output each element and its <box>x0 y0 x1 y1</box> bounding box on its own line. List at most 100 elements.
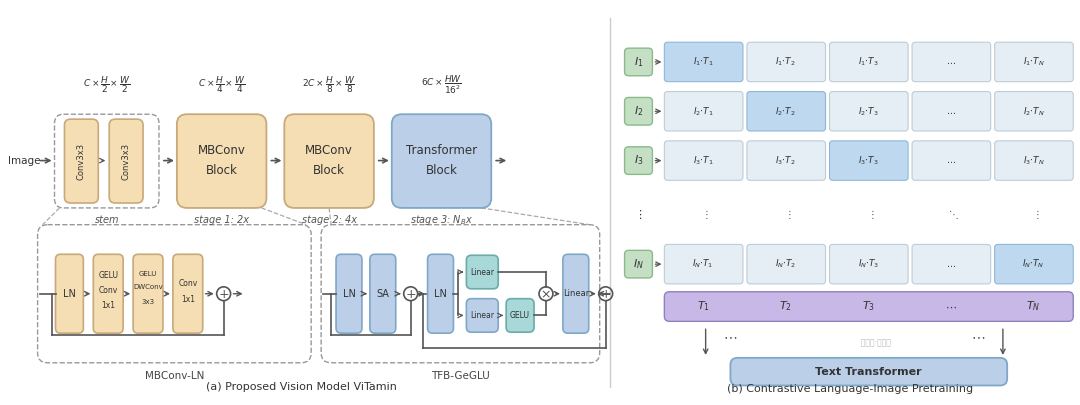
FancyBboxPatch shape <box>173 254 203 333</box>
Text: $\cdots$: $\cdots$ <box>946 260 956 269</box>
FancyBboxPatch shape <box>913 141 990 180</box>
FancyBboxPatch shape <box>829 92 908 131</box>
Text: $\cdots$: $\cdots$ <box>946 156 956 165</box>
Text: $\cdots$: $\cdots$ <box>946 58 956 66</box>
Text: LN: LN <box>434 289 447 299</box>
Text: $\ddots$: $\ddots$ <box>947 208 958 221</box>
Text: $C\times\dfrac{H}{2}\times\dfrac{W}{2}$: $C\times\dfrac{H}{2}\times\dfrac{W}{2}$ <box>83 74 131 95</box>
Text: $I_1$: $I_1$ <box>634 55 644 69</box>
Text: GELU: GELU <box>98 271 118 281</box>
Text: stem: stem <box>94 215 119 225</box>
Text: $\cdots$: $\cdots$ <box>945 302 957 311</box>
Text: +: + <box>218 288 229 301</box>
Text: $I_3{\cdot}T_2$: $I_3{\cdot}T_2$ <box>775 154 796 167</box>
Text: $2C\times\dfrac{H}{8}\times\dfrac{W}{8}$: $2C\times\dfrac{H}{8}\times\dfrac{W}{8}$ <box>302 74 355 95</box>
Text: $T_N$: $T_N$ <box>1026 300 1041 313</box>
Text: $I_3{\cdot}T_1$: $I_3{\cdot}T_1$ <box>692 154 714 167</box>
FancyBboxPatch shape <box>664 292 1074 321</box>
FancyBboxPatch shape <box>747 244 825 284</box>
Text: LN: LN <box>63 289 76 299</box>
Text: $I_2{\cdot}T_3$: $I_2{\cdot}T_3$ <box>858 105 879 117</box>
Text: $\vdots$: $\vdots$ <box>634 208 643 221</box>
Text: $I_1{\cdot}T_1$: $I_1{\cdot}T_1$ <box>692 56 714 68</box>
Text: ×: × <box>541 288 551 301</box>
FancyBboxPatch shape <box>747 42 825 82</box>
Text: $I_N$: $I_N$ <box>633 257 644 271</box>
FancyBboxPatch shape <box>65 119 98 203</box>
Text: Conv3x3: Conv3x3 <box>122 143 131 180</box>
Text: Transformer: Transformer <box>406 144 477 157</box>
Text: TFB-GeGLU: TFB-GeGLU <box>431 371 490 381</box>
Text: $I_3{\cdot}T_3$: $I_3{\cdot}T_3$ <box>858 154 879 167</box>
FancyBboxPatch shape <box>109 119 143 203</box>
Text: Image: Image <box>9 156 41 166</box>
FancyBboxPatch shape <box>664 92 743 131</box>
Text: Text Transformer: Text Transformer <box>815 367 922 377</box>
Text: stage 3: $N_B$x: stage 3: $N_B$x <box>410 213 473 227</box>
Text: (b) Contrastive Language-Image Pretraining: (b) Contrastive Language-Image Pretraini… <box>727 384 973 394</box>
Text: $I_N{\cdot}T_3$: $I_N{\cdot}T_3$ <box>858 258 879 271</box>
Text: stage 2: 4x: stage 2: 4x <box>301 215 356 225</box>
Text: SA: SA <box>376 289 389 299</box>
Text: $\vdots$: $\vdots$ <box>866 208 874 221</box>
Text: Conv: Conv <box>178 279 198 288</box>
Text: $I_3{\cdot}T_N$: $I_3{\cdot}T_N$ <box>1023 154 1044 167</box>
Text: $\cdots$: $\cdots$ <box>724 329 738 343</box>
FancyBboxPatch shape <box>624 250 652 278</box>
Text: $\vdots$: $\vdots$ <box>701 208 708 221</box>
Text: 3x3: 3x3 <box>141 298 154 305</box>
Text: $I_N{\cdot}T_N$: $I_N{\cdot}T_N$ <box>1022 258 1044 271</box>
Text: $6C\times\dfrac{HW}{16^2}$: $6C\times\dfrac{HW}{16^2}$ <box>421 74 462 96</box>
Text: $T_3$: $T_3$ <box>862 300 875 313</box>
Text: MBConv: MBConv <box>198 144 245 157</box>
Text: $\vdots$: $\vdots$ <box>784 208 792 221</box>
FancyBboxPatch shape <box>55 254 83 333</box>
Text: $I_N{\cdot}T_1$: $I_N{\cdot}T_1$ <box>692 258 714 271</box>
FancyBboxPatch shape <box>624 147 652 175</box>
Text: MBConv: MBConv <box>306 144 353 157</box>
Text: $\vdots$: $\vdots$ <box>1031 208 1039 221</box>
FancyBboxPatch shape <box>995 244 1074 284</box>
Text: 1x1: 1x1 <box>180 295 194 304</box>
Text: DWConv: DWConv <box>133 284 163 290</box>
FancyBboxPatch shape <box>995 42 1074 82</box>
FancyBboxPatch shape <box>664 42 743 82</box>
FancyBboxPatch shape <box>747 141 825 180</box>
FancyBboxPatch shape <box>995 141 1074 180</box>
Text: Linear: Linear <box>470 268 495 277</box>
FancyBboxPatch shape <box>730 358 1008 386</box>
Text: $I_2{\cdot}T_N$: $I_2{\cdot}T_N$ <box>1023 105 1044 117</box>
Text: $I_3$: $I_3$ <box>634 153 644 168</box>
Text: Linear: Linear <box>470 311 495 320</box>
FancyBboxPatch shape <box>563 254 589 333</box>
FancyBboxPatch shape <box>829 244 908 284</box>
FancyBboxPatch shape <box>913 42 990 82</box>
FancyBboxPatch shape <box>913 244 990 284</box>
FancyBboxPatch shape <box>369 254 395 333</box>
Text: GELU: GELU <box>510 311 530 320</box>
FancyBboxPatch shape <box>467 298 498 332</box>
Text: $\cdots$: $\cdots$ <box>971 329 985 343</box>
Text: $I_2$: $I_2$ <box>634 104 644 118</box>
Text: $T_2$: $T_2$ <box>780 300 793 313</box>
FancyBboxPatch shape <box>428 254 454 333</box>
FancyBboxPatch shape <box>913 92 990 131</box>
FancyBboxPatch shape <box>995 92 1074 131</box>
Text: Conv3x3: Conv3x3 <box>77 143 86 180</box>
FancyBboxPatch shape <box>93 254 123 333</box>
FancyBboxPatch shape <box>284 114 374 208</box>
Text: $I_2{\cdot}T_1$: $I_2{\cdot}T_1$ <box>692 105 714 117</box>
Text: MBConv-LN: MBConv-LN <box>145 371 204 381</box>
FancyBboxPatch shape <box>664 244 743 284</box>
Text: $\cdots$: $\cdots$ <box>946 107 956 116</box>
Text: 1x1: 1x1 <box>102 301 116 310</box>
Text: $I_1{\cdot}T_2$: $I_1{\cdot}T_2$ <box>775 56 796 68</box>
Text: Block: Block <box>205 164 238 177</box>
Text: GELU: GELU <box>139 271 158 277</box>
FancyBboxPatch shape <box>747 92 825 131</box>
Text: Block: Block <box>313 164 345 177</box>
FancyBboxPatch shape <box>507 298 534 332</box>
Text: $I_1{\cdot}T_3$: $I_1{\cdot}T_3$ <box>858 56 879 68</box>
FancyBboxPatch shape <box>467 255 498 289</box>
FancyBboxPatch shape <box>392 114 491 208</box>
